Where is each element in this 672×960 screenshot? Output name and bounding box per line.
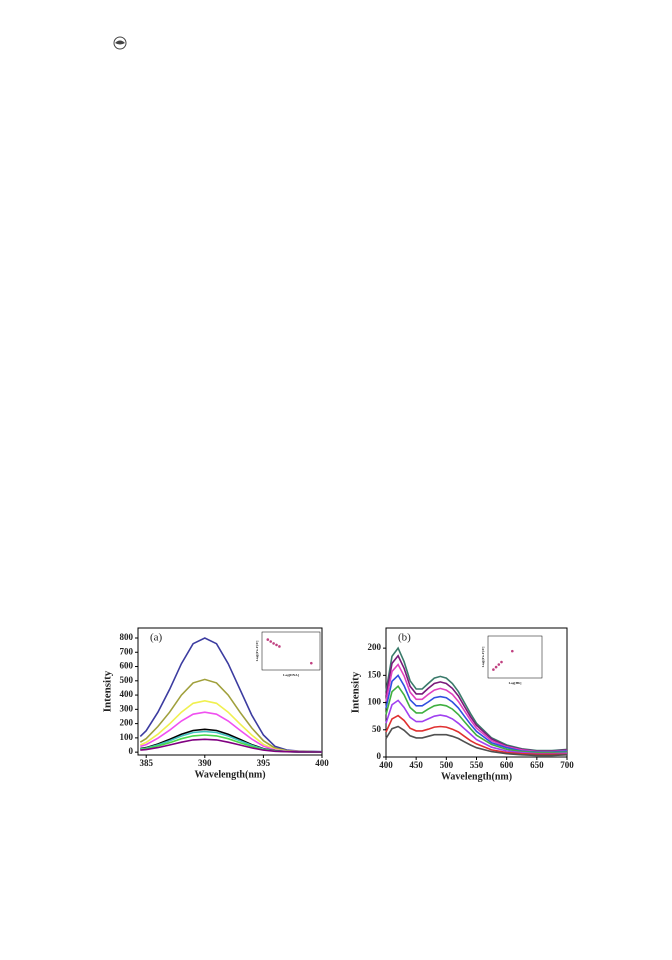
x-tick-label: 600 [500,760,514,770]
spectrum-line [385,684,568,754]
x-tick-label: 390 [198,758,212,768]
point [269,640,273,643]
point [492,668,495,671]
point [272,642,275,645]
x-tick-label: 400 [315,758,329,768]
panel-label: (a) [150,632,163,644]
plot-frame [487,635,543,679]
spectrum-line [140,738,323,753]
header-icon [113,36,127,50]
x-axis-label: Log[Hb] [509,681,522,685]
y-tick-label: 200 [120,718,134,728]
x-axis-label: Wavelength(nm) [194,769,265,780]
point [266,638,270,641]
y-tick-label: 0 [377,751,382,761]
spectrum-line [139,637,323,753]
point [494,665,498,669]
y-axis-label: Log[(Fo-F)/F] [255,641,259,662]
y-tick-label: 600 [120,661,134,671]
spectrum-line [385,699,568,755]
spectrum-line [385,725,568,757]
y-axis-label: Intensity [350,671,362,713]
spectrum-line [385,714,567,756]
spectrum-line [385,663,568,753]
y-tick-label: 800 [120,632,134,642]
point [511,649,514,653]
x-tick-label: 700 [560,760,574,770]
point [497,663,501,666]
y-tick-label: 150 [368,669,382,679]
x-axis-label: Wavelength(nm) [441,771,512,782]
y-axis-label: Log[(Fo-F)/F] [481,647,485,668]
y-tick-label: 700 [120,646,134,656]
y-tick-label: 100 [368,697,382,707]
panel-label: (b) [398,632,411,644]
y-tick-label: 50 [372,724,382,734]
point [310,661,313,665]
y-tick-label: 200 [368,642,382,652]
x-tick-label: 500 [440,760,454,770]
point [275,643,278,647]
x-tick-label: 650 [530,760,544,770]
x-axis-label: Log[DNA] [283,673,299,677]
y-tick-label: 0 [129,746,134,756]
spectrum-line [385,646,568,752]
y-axis-label: Intensity [102,670,114,712]
y-tick-label: 400 [120,689,134,699]
x-tick-label: 385 [139,758,153,768]
y-tick-label: 100 [120,732,134,742]
point [500,660,503,664]
point [278,645,281,648]
y-tick-label: 500 [120,675,134,685]
y-tick-label: 300 [120,703,134,713]
x-tick-label: 450 [409,760,423,770]
x-tick-label: 550 [470,760,484,770]
x-tick-label: 395 [257,758,271,768]
x-tick-label: 400 [379,760,393,770]
spectrum-line [385,674,568,753]
